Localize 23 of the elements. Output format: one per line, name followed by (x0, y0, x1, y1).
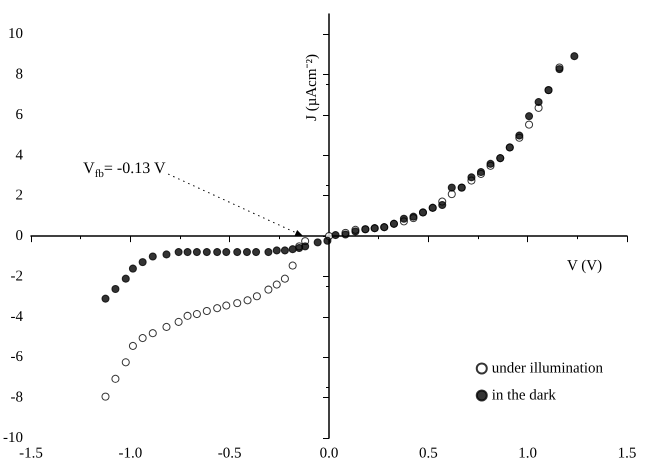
x-tick-label: 0.5 (418, 446, 438, 462)
y-tick-label: 4 (15, 147, 24, 164)
x-tick-label: 1.5 (618, 446, 636, 462)
y-tick-label: 0 (15, 228, 23, 244)
x-tick-label: -1.5 (19, 446, 43, 462)
y-tick-label: 10 (8, 26, 23, 42)
x-tick-label: 0.0 (320, 446, 338, 462)
y-tick-label: 6 (15, 106, 24, 123)
x-tick-label: -1.0 (118, 446, 142, 462)
y-tick-label: -8 (10, 390, 23, 406)
y-tick-label: -10 (2, 430, 23, 446)
y-axis-title: J (µAcm⁻²) (304, 54, 320, 121)
legend-label: under illumination (492, 360, 604, 376)
annotation: V$_{fb}$= -0.13 V (83, 160, 166, 182)
y-tick-label: -6 (10, 349, 24, 366)
legend-label: in the dark (492, 388, 556, 404)
y-tick-label: 8 (15, 66, 23, 83)
x-tick-label: -0.5 (218, 446, 242, 462)
y-tick-label: -4 (10, 308, 24, 325)
x-tick-label: 1.0 (518, 446, 538, 462)
x-axis-title: V (V) (567, 258, 602, 274)
y-tick-label: 2 (15, 188, 23, 204)
y-tick-label: -2 (10, 268, 23, 284)
